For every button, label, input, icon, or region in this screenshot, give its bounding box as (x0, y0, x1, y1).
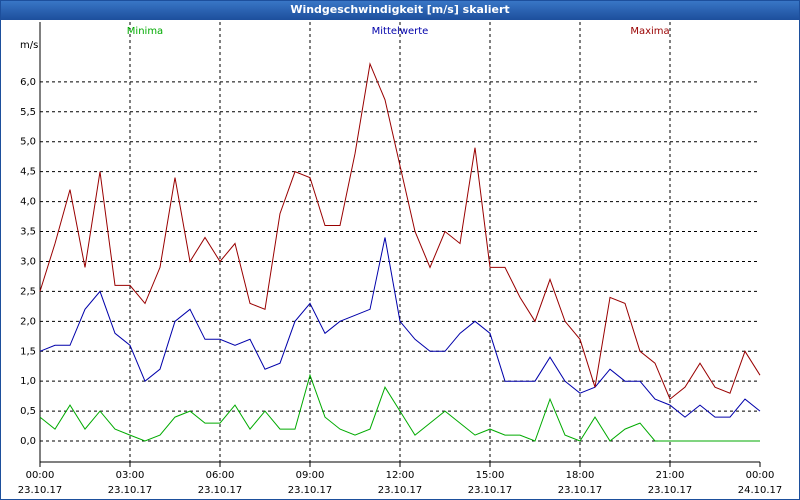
x-tick-label: 00:00 (26, 470, 55, 481)
x-tick-label: 00:00 (746, 470, 775, 481)
x-tick-date: 23.10.17 (108, 485, 153, 496)
x-tick-label: 18:00 (566, 470, 595, 481)
series-line (39, 373, 760, 442)
legend-entry: Mittelwerte (372, 26, 429, 37)
x-tick-date: 23.10.17 (288, 485, 333, 496)
y-tick-label: 2,0 (20, 316, 36, 327)
series-line (39, 62, 761, 400)
y-tick-label: 5,5 (20, 107, 36, 118)
y-tick-label: 1,5 (20, 346, 36, 357)
x-tick-date: 23.10.17 (18, 485, 63, 496)
y-tick-label: 6,0 (20, 77, 36, 88)
y-tick-label: 4,0 (20, 197, 36, 208)
x-tick-label: 12:00 (386, 470, 415, 481)
x-tick-label: 15:00 (476, 470, 505, 481)
y-unit: m/s (20, 40, 38, 51)
y-tick-label: 3,5 (20, 227, 36, 238)
legend-entry: Minima (127, 26, 163, 37)
y-tick-label: 1,0 (20, 376, 36, 387)
chart-title: Windgeschwindigkeit [m/s] skaliert (290, 3, 509, 16)
x-tick-date: 23.10.17 (648, 485, 693, 496)
x-tick-date: 23.10.17 (468, 485, 513, 496)
y-tick-label: 3,0 (20, 256, 36, 267)
y-tick-label: 5,0 (20, 137, 36, 148)
series-line (39, 237, 761, 418)
x-tick-label: 06:00 (206, 470, 235, 481)
y-tick-label: 2,5 (20, 286, 36, 297)
x-tick-label: 03:00 (116, 470, 145, 481)
x-tick-label: 09:00 (296, 470, 325, 481)
y-tick-label: 0,0 (20, 436, 36, 447)
x-tick-date: 23.10.17 (378, 485, 423, 496)
title-bar (0, 0, 800, 20)
x-tick-label: 21:00 (656, 470, 685, 481)
x-tick-date: 24.10.17 (738, 485, 783, 496)
x-tick-date: 23.10.17 (558, 485, 603, 496)
x-tick-date: 23.10.17 (198, 485, 243, 496)
y-tick-label: 0,5 (20, 406, 36, 417)
y-tick-label: 4,5 (20, 167, 36, 178)
legend-entry: Maxima (630, 26, 669, 37)
